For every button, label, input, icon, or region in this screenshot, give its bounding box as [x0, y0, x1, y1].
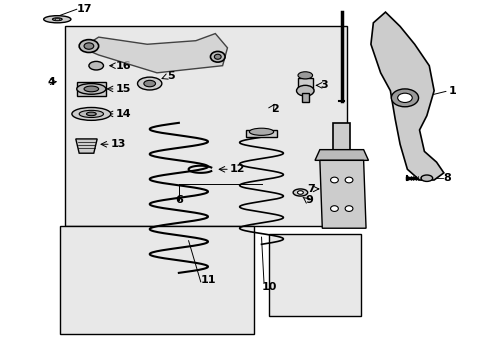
Bar — [332, 123, 349, 152]
Text: 15: 15 — [116, 84, 131, 94]
Bar — [64, 26, 346, 226]
Text: 2: 2 — [271, 104, 279, 113]
Bar — [268, 234, 361, 316]
Ellipse shape — [86, 112, 96, 116]
Text: 1: 1 — [448, 86, 455, 96]
Text: 6: 6 — [175, 195, 183, 204]
Text: 17: 17 — [77, 4, 92, 14]
Ellipse shape — [345, 206, 352, 211]
Text: 16: 16 — [116, 61, 131, 71]
Ellipse shape — [137, 77, 162, 90]
Ellipse shape — [77, 84, 106, 94]
Bar — [77, 82, 106, 96]
Polygon shape — [76, 139, 97, 153]
Ellipse shape — [345, 177, 352, 183]
Ellipse shape — [420, 175, 432, 181]
Ellipse shape — [43, 16, 71, 23]
Bar — [301, 93, 308, 102]
Polygon shape — [319, 160, 366, 228]
Polygon shape — [81, 33, 227, 73]
Ellipse shape — [292, 189, 307, 196]
Ellipse shape — [397, 93, 411, 103]
Text: 14: 14 — [116, 109, 131, 119]
Ellipse shape — [297, 191, 303, 194]
Text: 12: 12 — [229, 164, 245, 174]
Ellipse shape — [249, 128, 273, 135]
Ellipse shape — [72, 108, 111, 120]
Bar — [245, 130, 277, 137]
Ellipse shape — [79, 40, 99, 53]
Text: 9: 9 — [305, 195, 312, 204]
Ellipse shape — [214, 54, 221, 59]
Ellipse shape — [79, 111, 103, 117]
Ellipse shape — [330, 206, 338, 211]
Polygon shape — [314, 150, 368, 160]
Text: 11: 11 — [201, 275, 216, 285]
Ellipse shape — [390, 89, 418, 107]
Ellipse shape — [89, 62, 103, 70]
Bar — [55, 18, 59, 20]
Ellipse shape — [296, 85, 313, 96]
Polygon shape — [370, 12, 443, 180]
Bar — [60, 226, 254, 334]
Ellipse shape — [84, 43, 94, 49]
Ellipse shape — [330, 177, 338, 183]
Ellipse shape — [143, 80, 155, 87]
Text: 8: 8 — [443, 173, 451, 183]
Text: 5: 5 — [166, 71, 174, 81]
Ellipse shape — [84, 86, 99, 92]
Ellipse shape — [210, 51, 224, 62]
Text: 4: 4 — [47, 77, 55, 87]
Text: 7: 7 — [306, 184, 314, 194]
Ellipse shape — [52, 18, 62, 21]
Text: 10: 10 — [261, 282, 276, 292]
Bar — [297, 78, 312, 93]
Text: 13: 13 — [111, 139, 126, 149]
Ellipse shape — [297, 72, 312, 79]
Text: 3: 3 — [319, 80, 327, 90]
